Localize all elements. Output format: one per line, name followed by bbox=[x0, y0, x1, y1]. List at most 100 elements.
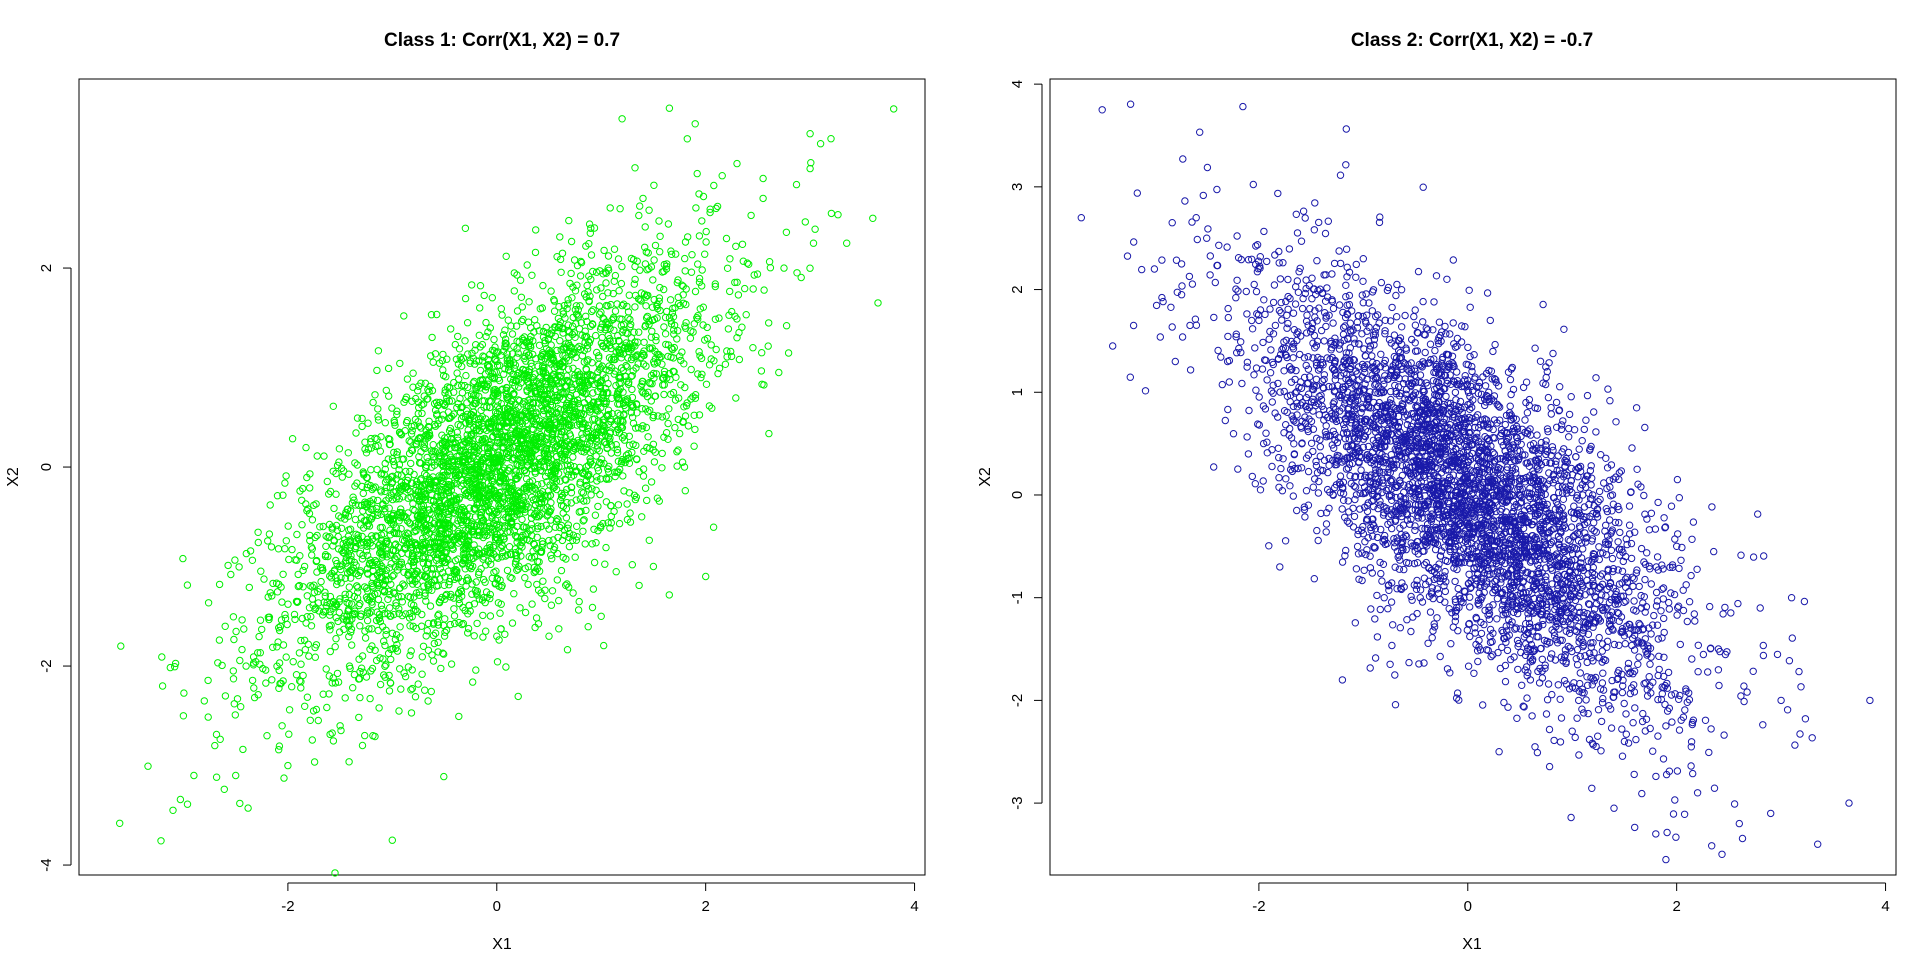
x-tick-label: 4 bbox=[910, 898, 918, 915]
data-point bbox=[584, 623, 592, 631]
data-point bbox=[308, 595, 317, 603]
data-point bbox=[664, 220, 673, 228]
data-point bbox=[407, 647, 415, 655]
data-point bbox=[497, 305, 505, 313]
data-point bbox=[423, 627, 431, 635]
data-point bbox=[1487, 652, 1495, 661]
data-point bbox=[793, 269, 801, 277]
data-point bbox=[586, 229, 594, 237]
y-axis: -4-202 bbox=[38, 264, 72, 872]
data-point bbox=[665, 104, 674, 112]
data-point bbox=[553, 458, 561, 467]
data-point bbox=[1659, 755, 1668, 763]
data-point bbox=[322, 542, 330, 550]
data-point bbox=[345, 758, 353, 766]
data-point bbox=[620, 436, 629, 444]
data-point bbox=[353, 582, 361, 590]
data-point bbox=[280, 774, 288, 782]
data-point bbox=[490, 335, 498, 344]
data-point bbox=[267, 543, 276, 551]
points-layer bbox=[1077, 100, 1874, 864]
data-point bbox=[649, 446, 657, 454]
data-point bbox=[308, 551, 316, 559]
data-point bbox=[331, 643, 339, 651]
data-point bbox=[363, 616, 372, 625]
data-point bbox=[1652, 772, 1660, 781]
data-point bbox=[1188, 280, 1197, 288]
data-point bbox=[1130, 238, 1138, 246]
data-point bbox=[508, 350, 517, 358]
data-point bbox=[732, 242, 740, 251]
data-point bbox=[269, 643, 277, 651]
data-point bbox=[764, 342, 772, 350]
data-point bbox=[687, 268, 696, 276]
data-point bbox=[747, 211, 755, 220]
data-point bbox=[463, 319, 472, 327]
data-point bbox=[690, 442, 698, 450]
data-point bbox=[450, 612, 459, 620]
data-point bbox=[345, 583, 353, 591]
data-point bbox=[238, 616, 246, 624]
data-point bbox=[575, 325, 584, 333]
data-point bbox=[701, 250, 709, 258]
data-point bbox=[411, 693, 420, 701]
data-point bbox=[660, 285, 668, 294]
data-point bbox=[374, 416, 383, 424]
data-point bbox=[1704, 668, 1712, 676]
data-point bbox=[522, 482, 530, 491]
data-point bbox=[1186, 321, 1194, 330]
data-point bbox=[329, 402, 337, 410]
data-point bbox=[633, 257, 641, 265]
data-point bbox=[236, 799, 244, 808]
data-point bbox=[330, 504, 338, 513]
data-point bbox=[204, 599, 213, 607]
data-point bbox=[681, 254, 689, 263]
data-point bbox=[843, 239, 851, 247]
data-point bbox=[479, 575, 488, 584]
data-point bbox=[144, 762, 152, 770]
data-point bbox=[571, 553, 579, 561]
data-point bbox=[689, 328, 697, 336]
data-point bbox=[314, 716, 322, 725]
data-point bbox=[429, 631, 438, 640]
data-point bbox=[306, 716, 314, 724]
data-point bbox=[384, 595, 392, 603]
data-point bbox=[718, 172, 726, 180]
data-point bbox=[242, 662, 250, 670]
data-point bbox=[627, 408, 636, 417]
data-point bbox=[590, 525, 598, 533]
data-point bbox=[158, 653, 166, 661]
data-point bbox=[433, 550, 441, 559]
data-point bbox=[297, 660, 305, 668]
data-point bbox=[765, 319, 773, 327]
data-point bbox=[614, 255, 623, 263]
data-point bbox=[649, 276, 657, 284]
data-point bbox=[615, 348, 624, 357]
data-point bbox=[617, 279, 626, 288]
data-point bbox=[1685, 598, 1694, 606]
data-point bbox=[1156, 333, 1165, 341]
data-point bbox=[279, 491, 287, 499]
data-point bbox=[757, 367, 766, 375]
data-point bbox=[517, 293, 526, 301]
data-point bbox=[600, 641, 608, 650]
data-point bbox=[371, 391, 379, 399]
data-point bbox=[288, 435, 297, 443]
data-point bbox=[424, 619, 433, 628]
data-point bbox=[289, 658, 297, 666]
data-point bbox=[366, 694, 374, 703]
data-point bbox=[652, 333, 660, 341]
data-point bbox=[295, 649, 304, 657]
data-point bbox=[572, 496, 580, 504]
data-point bbox=[565, 216, 573, 225]
data-point bbox=[362, 547, 371, 555]
data-point bbox=[1640, 491, 1648, 500]
data-point bbox=[564, 296, 572, 304]
data-point bbox=[669, 313, 678, 321]
data-point bbox=[429, 441, 437, 449]
data-point bbox=[434, 638, 442, 647]
data-point bbox=[1597, 717, 1606, 726]
data-point bbox=[467, 564, 475, 573]
data-point bbox=[373, 533, 381, 541]
